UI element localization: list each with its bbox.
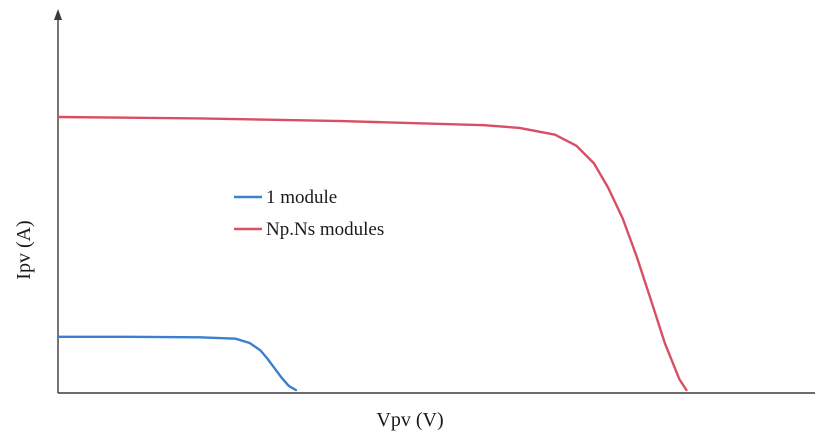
series-line-2 — [56, 115, 688, 392]
series-layer — [56, 115, 688, 392]
legend-label-2: Np.Ns modules — [266, 219, 384, 240]
series-line-1 — [56, 335, 298, 392]
legend: 1 module Np.Ns modules — [234, 187, 384, 240]
axes — [54, 9, 815, 394]
y-axis-label: Ipv (A) — [13, 220, 35, 279]
y-axis-arrow-icon — [54, 9, 62, 20]
x-axis-label: Vpv (V) — [376, 409, 443, 431]
legend-label-1: 1 module — [266, 187, 337, 208]
